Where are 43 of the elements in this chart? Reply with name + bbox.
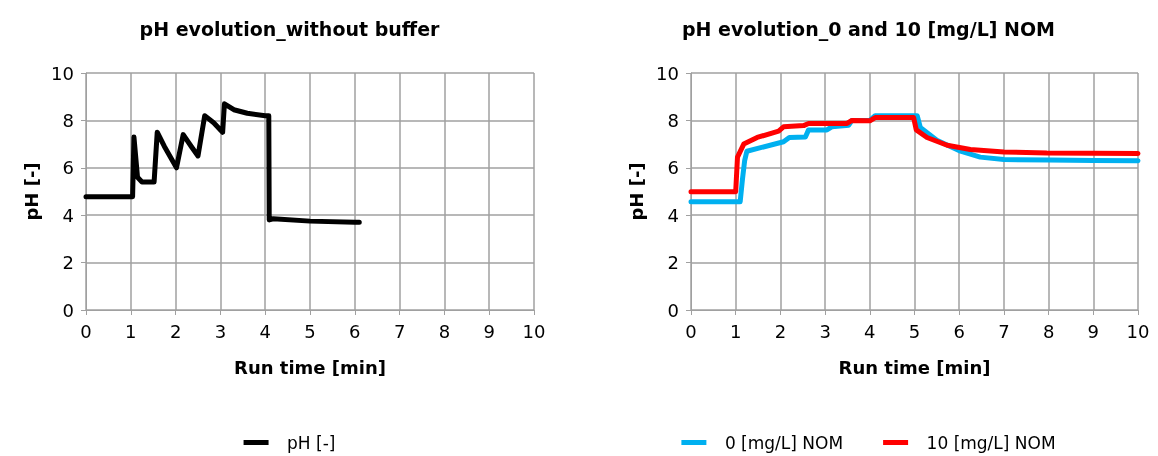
y-tick-label: 0 <box>62 299 74 321</box>
x-tick-label: 10 <box>522 320 546 342</box>
x-tick-label: 8 <box>1042 320 1055 342</box>
y-tick-label: 8 <box>62 109 74 131</box>
x-tick-label: 0 <box>80 320 92 342</box>
y-tick-label: 10 <box>656 62 679 84</box>
y-tick-label: 10 <box>51 62 74 84</box>
legend-label: 0 [mg/L] NOM <box>724 432 844 453</box>
x-tick-label: 8 <box>438 320 451 342</box>
x-axis-title: Run time [min] <box>838 356 991 378</box>
chart-title: pH evolution_0 and 10 [mg/L] NOM <box>682 17 1055 41</box>
x-tick-label: 10 <box>1126 320 1150 342</box>
x-tick-label: 1 <box>125 320 137 342</box>
x-tick-label: 3 <box>214 320 227 342</box>
y-tick-label: 4 <box>62 204 74 226</box>
y-tick-label: 6 <box>667 157 679 179</box>
y-axis-title: pH [-] <box>625 162 647 221</box>
x-tick-label: 6 <box>349 320 361 342</box>
y-tick-label: 8 <box>667 109 679 131</box>
y-axis-title: pH [-] <box>20 162 42 221</box>
x-tick-label: 3 <box>819 320 831 342</box>
x-tick-label: 9 <box>483 320 495 342</box>
legend-label: 10 [mg/L] NOM <box>926 432 1056 453</box>
x-tick-label: 5 <box>304 320 316 342</box>
x-tick-label: 4 <box>864 320 876 342</box>
x-tick-label: 0 <box>685 320 697 342</box>
x-tick-label: 7 <box>998 320 1010 342</box>
x-tick-label: 9 <box>1087 320 1100 342</box>
x-axis-title: Run time [min] <box>234 356 386 378</box>
chart-title: pH evolution_without buffer <box>139 17 441 41</box>
x-tick-label: 5 <box>908 320 921 342</box>
legend-label: pH [-] <box>287 432 336 453</box>
y-tick-label: 2 <box>62 252 74 274</box>
x-tick-label: 4 <box>259 320 271 342</box>
x-tick-label: 6 <box>953 320 965 342</box>
y-tick-label: 2 <box>667 252 679 274</box>
y-tick-label: 4 <box>667 204 679 226</box>
x-tick-label: 7 <box>393 320 406 342</box>
x-tick-label: 2 <box>169 320 182 342</box>
y-tick-label: 0 <box>667 299 679 321</box>
x-tick-label: 1 <box>729 320 742 342</box>
x-tick-label: 2 <box>774 320 787 342</box>
y-tick-label: 6 <box>62 157 74 179</box>
